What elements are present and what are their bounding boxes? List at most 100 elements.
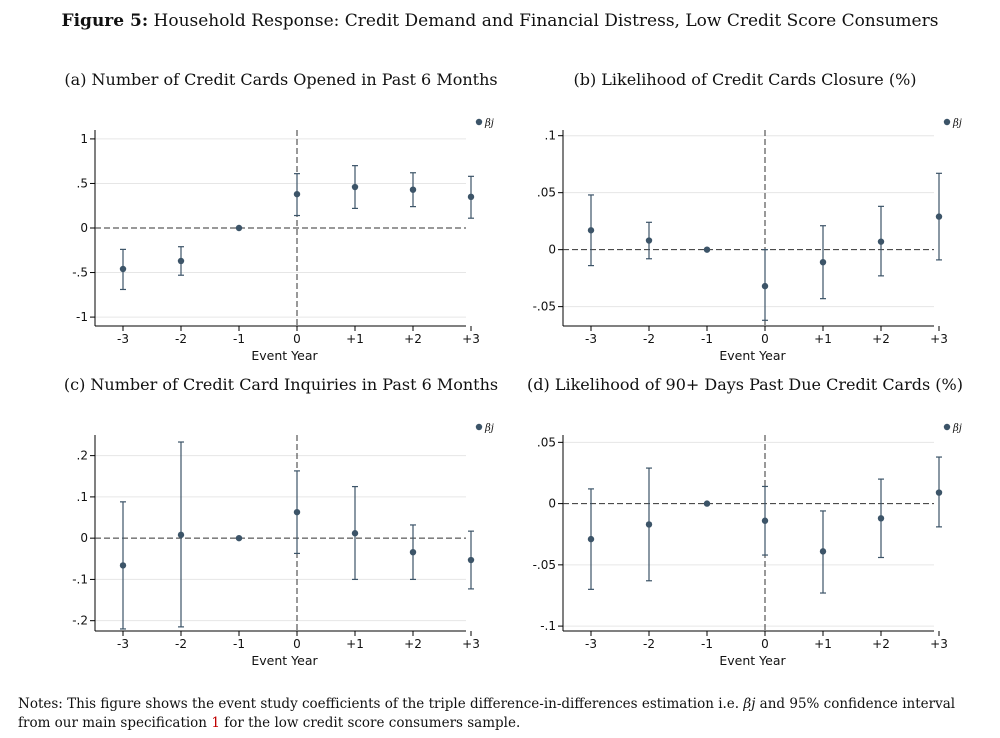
data-point bbox=[819, 548, 827, 555]
notes-ref-link[interactable]: 1 bbox=[211, 715, 220, 731]
notes-middle: and 95% confidence interval from our mai… bbox=[18, 696, 956, 731]
x-axis-label: Event Year bbox=[251, 653, 318, 668]
x-axis-label: Event Year bbox=[719, 653, 786, 668]
x-tick-label: 0 bbox=[293, 637, 301, 651]
data-point bbox=[935, 213, 943, 220]
data-point bbox=[587, 227, 595, 234]
data-point bbox=[877, 515, 885, 522]
x-tick-label: 0 bbox=[761, 637, 769, 651]
x-axis-label: Event Year bbox=[719, 348, 786, 363]
y-tick-label: .5 bbox=[77, 176, 88, 190]
legend-marker bbox=[943, 423, 951, 431]
data-point bbox=[409, 186, 417, 193]
y-tick-label: 0 bbox=[548, 243, 556, 257]
data-point bbox=[119, 265, 127, 273]
data-point bbox=[467, 556, 475, 564]
data-point bbox=[409, 548, 417, 556]
panel-c-title: (c) Number of Credit Card Inquiries in P… bbox=[63, 375, 499, 394]
panel-d-chart: -.1 -.05 0 .05 -3 -2 -1 0 +1 +2 +3 Event Year βj bbox=[533, 423, 962, 668]
x-tick-label: -3 bbox=[117, 637, 129, 651]
y-tick-label: .05 bbox=[537, 435, 556, 449]
x-tick-label: -2 bbox=[643, 637, 655, 651]
panel-d-title: (d) Likelihood of 90+ Days Past Due Cred… bbox=[527, 375, 963, 394]
y-tick-label: -.05 bbox=[533, 558, 556, 572]
x-tick-label: +3 bbox=[462, 637, 480, 651]
y-tick-label: 0 bbox=[80, 531, 88, 545]
y-tick-label: -.05 bbox=[533, 300, 556, 314]
x-tick-label: -3 bbox=[585, 637, 597, 651]
x-tick-label: 0 bbox=[293, 332, 301, 346]
figure-notes: Notes: This figure shows the event study… bbox=[18, 695, 990, 733]
x-tick-label: -1 bbox=[701, 332, 713, 346]
y-tick-label: .2 bbox=[77, 449, 88, 463]
panel-b-title: (b) Likelihood of Credit Cards Closure (… bbox=[573, 70, 917, 89]
x-tick-label: 0 bbox=[761, 332, 769, 346]
legend-label: βj bbox=[952, 423, 962, 434]
data-point bbox=[119, 562, 127, 569]
y-tick-label: -.5 bbox=[72, 266, 88, 280]
y-tick-label: .1 bbox=[77, 490, 88, 504]
x-tick-label: -3 bbox=[117, 332, 129, 346]
data-point bbox=[703, 500, 711, 507]
data-point bbox=[235, 224, 243, 232]
legend-label: βj bbox=[484, 118, 494, 129]
x-tick-label: +2 bbox=[872, 637, 890, 651]
y-tick-label: .05 bbox=[537, 186, 556, 200]
figure-title-text: Household Response: Credit Demand and Fi… bbox=[153, 11, 939, 31]
x-tick-label: -1 bbox=[701, 637, 713, 651]
y-tick-label: -.1 bbox=[540, 619, 556, 633]
y-tick-label: 0 bbox=[80, 221, 88, 235]
figure-title: Figure 5: Household Response: Credit Dem… bbox=[0, 11, 1000, 31]
data-point bbox=[293, 508, 301, 516]
data-point bbox=[935, 489, 943, 496]
notes-beta: βj bbox=[743, 696, 756, 712]
x-tick-label: +1 bbox=[346, 332, 364, 346]
data-point bbox=[351, 530, 359, 537]
data-point bbox=[351, 183, 359, 191]
data-point bbox=[645, 237, 653, 244]
legend-label: βj bbox=[484, 423, 494, 434]
legend-marker bbox=[475, 423, 483, 431]
legend-marker bbox=[475, 118, 483, 126]
notes-suffix: for the low credit score consumers sampl… bbox=[219, 715, 521, 731]
x-tick-label: -1 bbox=[233, 637, 245, 651]
figure-label: Figure 5: bbox=[61, 11, 149, 31]
y-tick-label: -.1 bbox=[72, 572, 88, 586]
y-tick-label: -1 bbox=[76, 310, 88, 324]
panel-a-chart: -1 -.5 0 .5 1 -3 -2 -1 0 +1 +2 +3 Event Year βj bbox=[72, 118, 494, 363]
y-tick-label: 0 bbox=[548, 497, 556, 511]
y-tick-label: 1 bbox=[80, 132, 88, 146]
data-point bbox=[235, 534, 243, 542]
data-point bbox=[177, 257, 185, 265]
legend-label: βj bbox=[952, 118, 962, 129]
data-point bbox=[703, 246, 711, 253]
x-tick-label: +1 bbox=[814, 637, 832, 651]
x-tick-label: +2 bbox=[404, 332, 422, 346]
x-tick-label: -2 bbox=[643, 332, 655, 346]
data-point bbox=[819, 258, 827, 266]
panel-c-chart: -.2 -.1 0 .1 .2 -3 -2 -1 0 +1 +2 +3 Event Year βj bbox=[72, 423, 494, 668]
x-tick-label: +3 bbox=[462, 332, 480, 346]
data-point bbox=[761, 517, 769, 524]
data-point bbox=[467, 193, 475, 201]
data-point bbox=[645, 521, 653, 528]
x-tick-label: -1 bbox=[233, 332, 245, 346]
data-point bbox=[177, 531, 185, 539]
x-tick-label: -2 bbox=[175, 332, 187, 346]
x-axis-label: Event Year bbox=[251, 348, 318, 363]
y-tick-label: .1 bbox=[545, 129, 556, 143]
legend-marker bbox=[943, 118, 951, 126]
data-point bbox=[761, 282, 769, 290]
x-tick-label: -3 bbox=[585, 332, 597, 346]
x-tick-label: +3 bbox=[930, 332, 948, 346]
y-tick-label: -.2 bbox=[72, 614, 88, 628]
x-tick-label: +1 bbox=[814, 332, 832, 346]
data-point bbox=[293, 190, 301, 198]
panel-b-chart: -.05 0 .05 .1 -3 -2 -1 0 +1 +2 +3 Event Year βj bbox=[533, 118, 962, 363]
x-tick-label: +3 bbox=[930, 637, 948, 651]
panel-a-title: (a) Number of Credit Cards Opened in Pas… bbox=[64, 70, 498, 89]
x-tick-label: +2 bbox=[404, 637, 422, 651]
notes-prefix: Notes: This figure shows the event study… bbox=[18, 696, 744, 712]
data-point bbox=[877, 238, 885, 245]
x-tick-label: +1 bbox=[346, 637, 364, 651]
